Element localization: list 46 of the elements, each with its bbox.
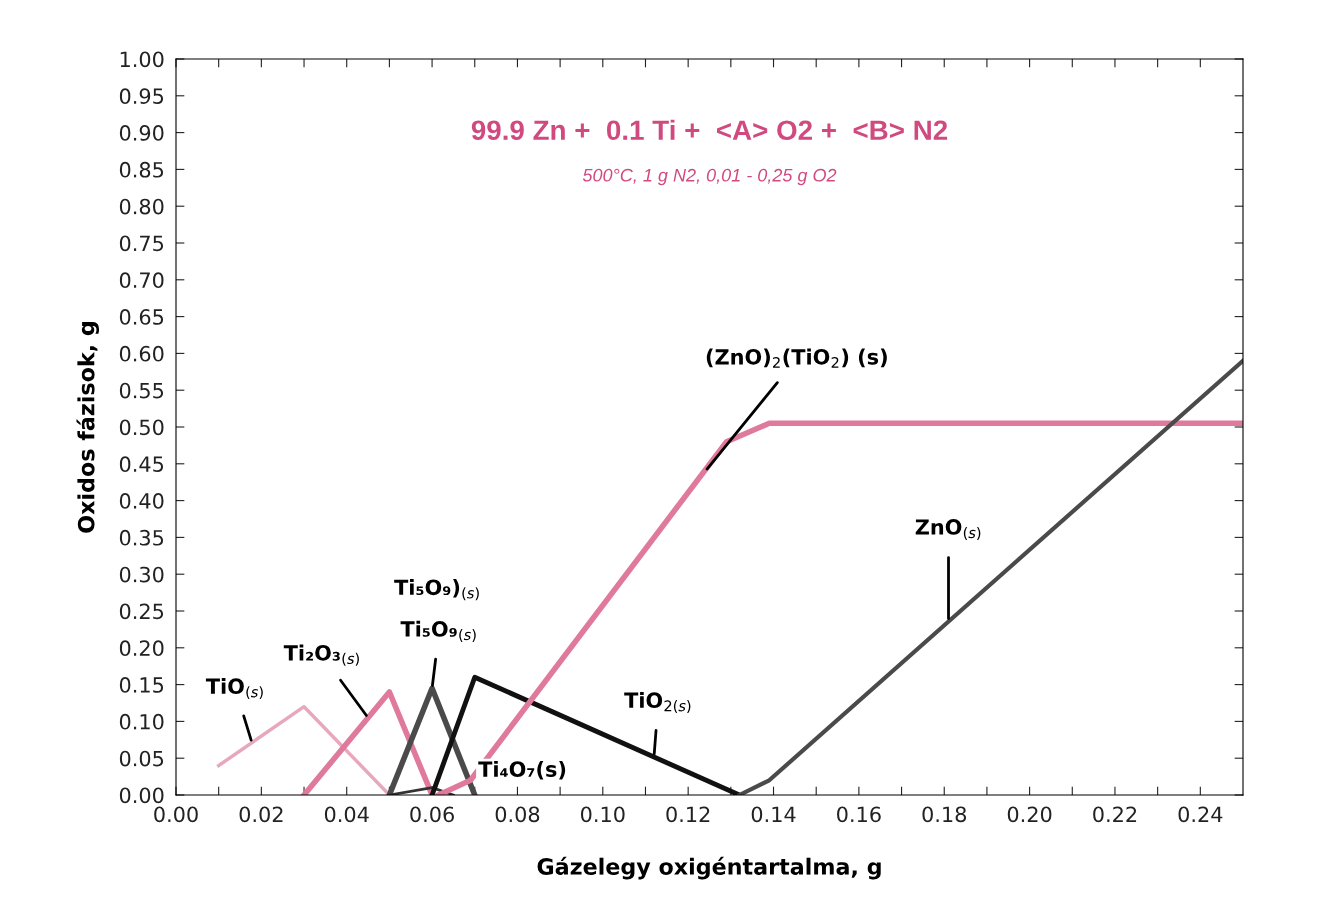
annotation: Ti₄O₇(s) xyxy=(478,760,566,780)
annotation: Ti₂O₃$_{(s)}$ xyxy=(283,644,359,666)
annotation: TiO$_{2(s)}$ xyxy=(624,691,691,714)
y-tick-label: 0.55 xyxy=(119,382,164,399)
y-tick-label: 0.65 xyxy=(119,309,164,325)
x-tick-label: 0.12 xyxy=(666,806,710,823)
x-tick-label: 0.00 xyxy=(154,806,198,823)
x-tick-label: 0.20 xyxy=(1007,806,1052,823)
y-tick-label: 0.70 xyxy=(119,272,164,289)
y-tick-label: 0.40 xyxy=(119,493,164,509)
annotation: TiO$_{(s)}$ xyxy=(205,677,263,700)
y-tick-label: 0.80 xyxy=(119,198,164,215)
y-tick-label: 0.50 xyxy=(119,419,164,436)
y-tick-label: 0.45 xyxy=(119,456,164,473)
y-tick-label: 0.35 xyxy=(119,529,164,546)
y-tick-label: 0.05 xyxy=(119,750,164,767)
y-tick-label: 0.90 xyxy=(119,125,164,141)
y-axis-title: Oxidos fázisok, g xyxy=(76,322,100,533)
x-tick-label: 0.14 xyxy=(751,806,796,823)
y-tick-label: 0.15 xyxy=(119,677,164,693)
y-tick-label: 0.25 xyxy=(119,603,164,620)
y-tick-label: 0.20 xyxy=(119,640,164,657)
text: 99.9 Zn + 0.1 Ti + <A> O2 + <B> N2 xyxy=(471,119,948,141)
x-tick-label: 0.02 xyxy=(239,806,283,823)
annotation: ZnO$_{(s)}$ xyxy=(915,519,981,540)
y-tick-label: 0.85 xyxy=(119,161,164,178)
y-tick-label: 0.10 xyxy=(119,713,164,730)
y-tick-label: 0.60 xyxy=(119,345,164,362)
annotation: (ZnO)$_{2}$(TiO$_{2}$) (s) xyxy=(706,348,887,368)
y-tick-label: 0.00 xyxy=(119,787,164,804)
x-tick-label: 0.06 xyxy=(410,806,454,823)
x-tick-label: 0.16 xyxy=(837,806,881,823)
annotation: Ti₅O₉)$_{(s)}$ xyxy=(394,579,479,601)
x-tick-label: 0.10 xyxy=(580,806,625,823)
y-tick-label: 0.75 xyxy=(119,235,164,252)
x-tick-label: 0.22 xyxy=(1093,806,1137,823)
text: 500°C, 1 g N2, 0,01 - 0,25 g O2 xyxy=(582,168,837,186)
x-tick-label: 0.24 xyxy=(1178,806,1223,823)
y-tick-label: 0.95 xyxy=(119,88,164,105)
x-tick-label: 0.18 xyxy=(922,806,967,823)
x-tick-label: 0.04 xyxy=(324,806,369,823)
x-axis-title: Gázelegy oxigéntartalma, g xyxy=(537,856,881,880)
y-tick-label: 0.30 xyxy=(119,566,164,583)
x-tick-label: 0.08 xyxy=(495,806,540,823)
annotation: Ti₅O₉$_{(s)}$ xyxy=(400,620,476,642)
y-tick-label: 1.00 xyxy=(120,51,164,68)
